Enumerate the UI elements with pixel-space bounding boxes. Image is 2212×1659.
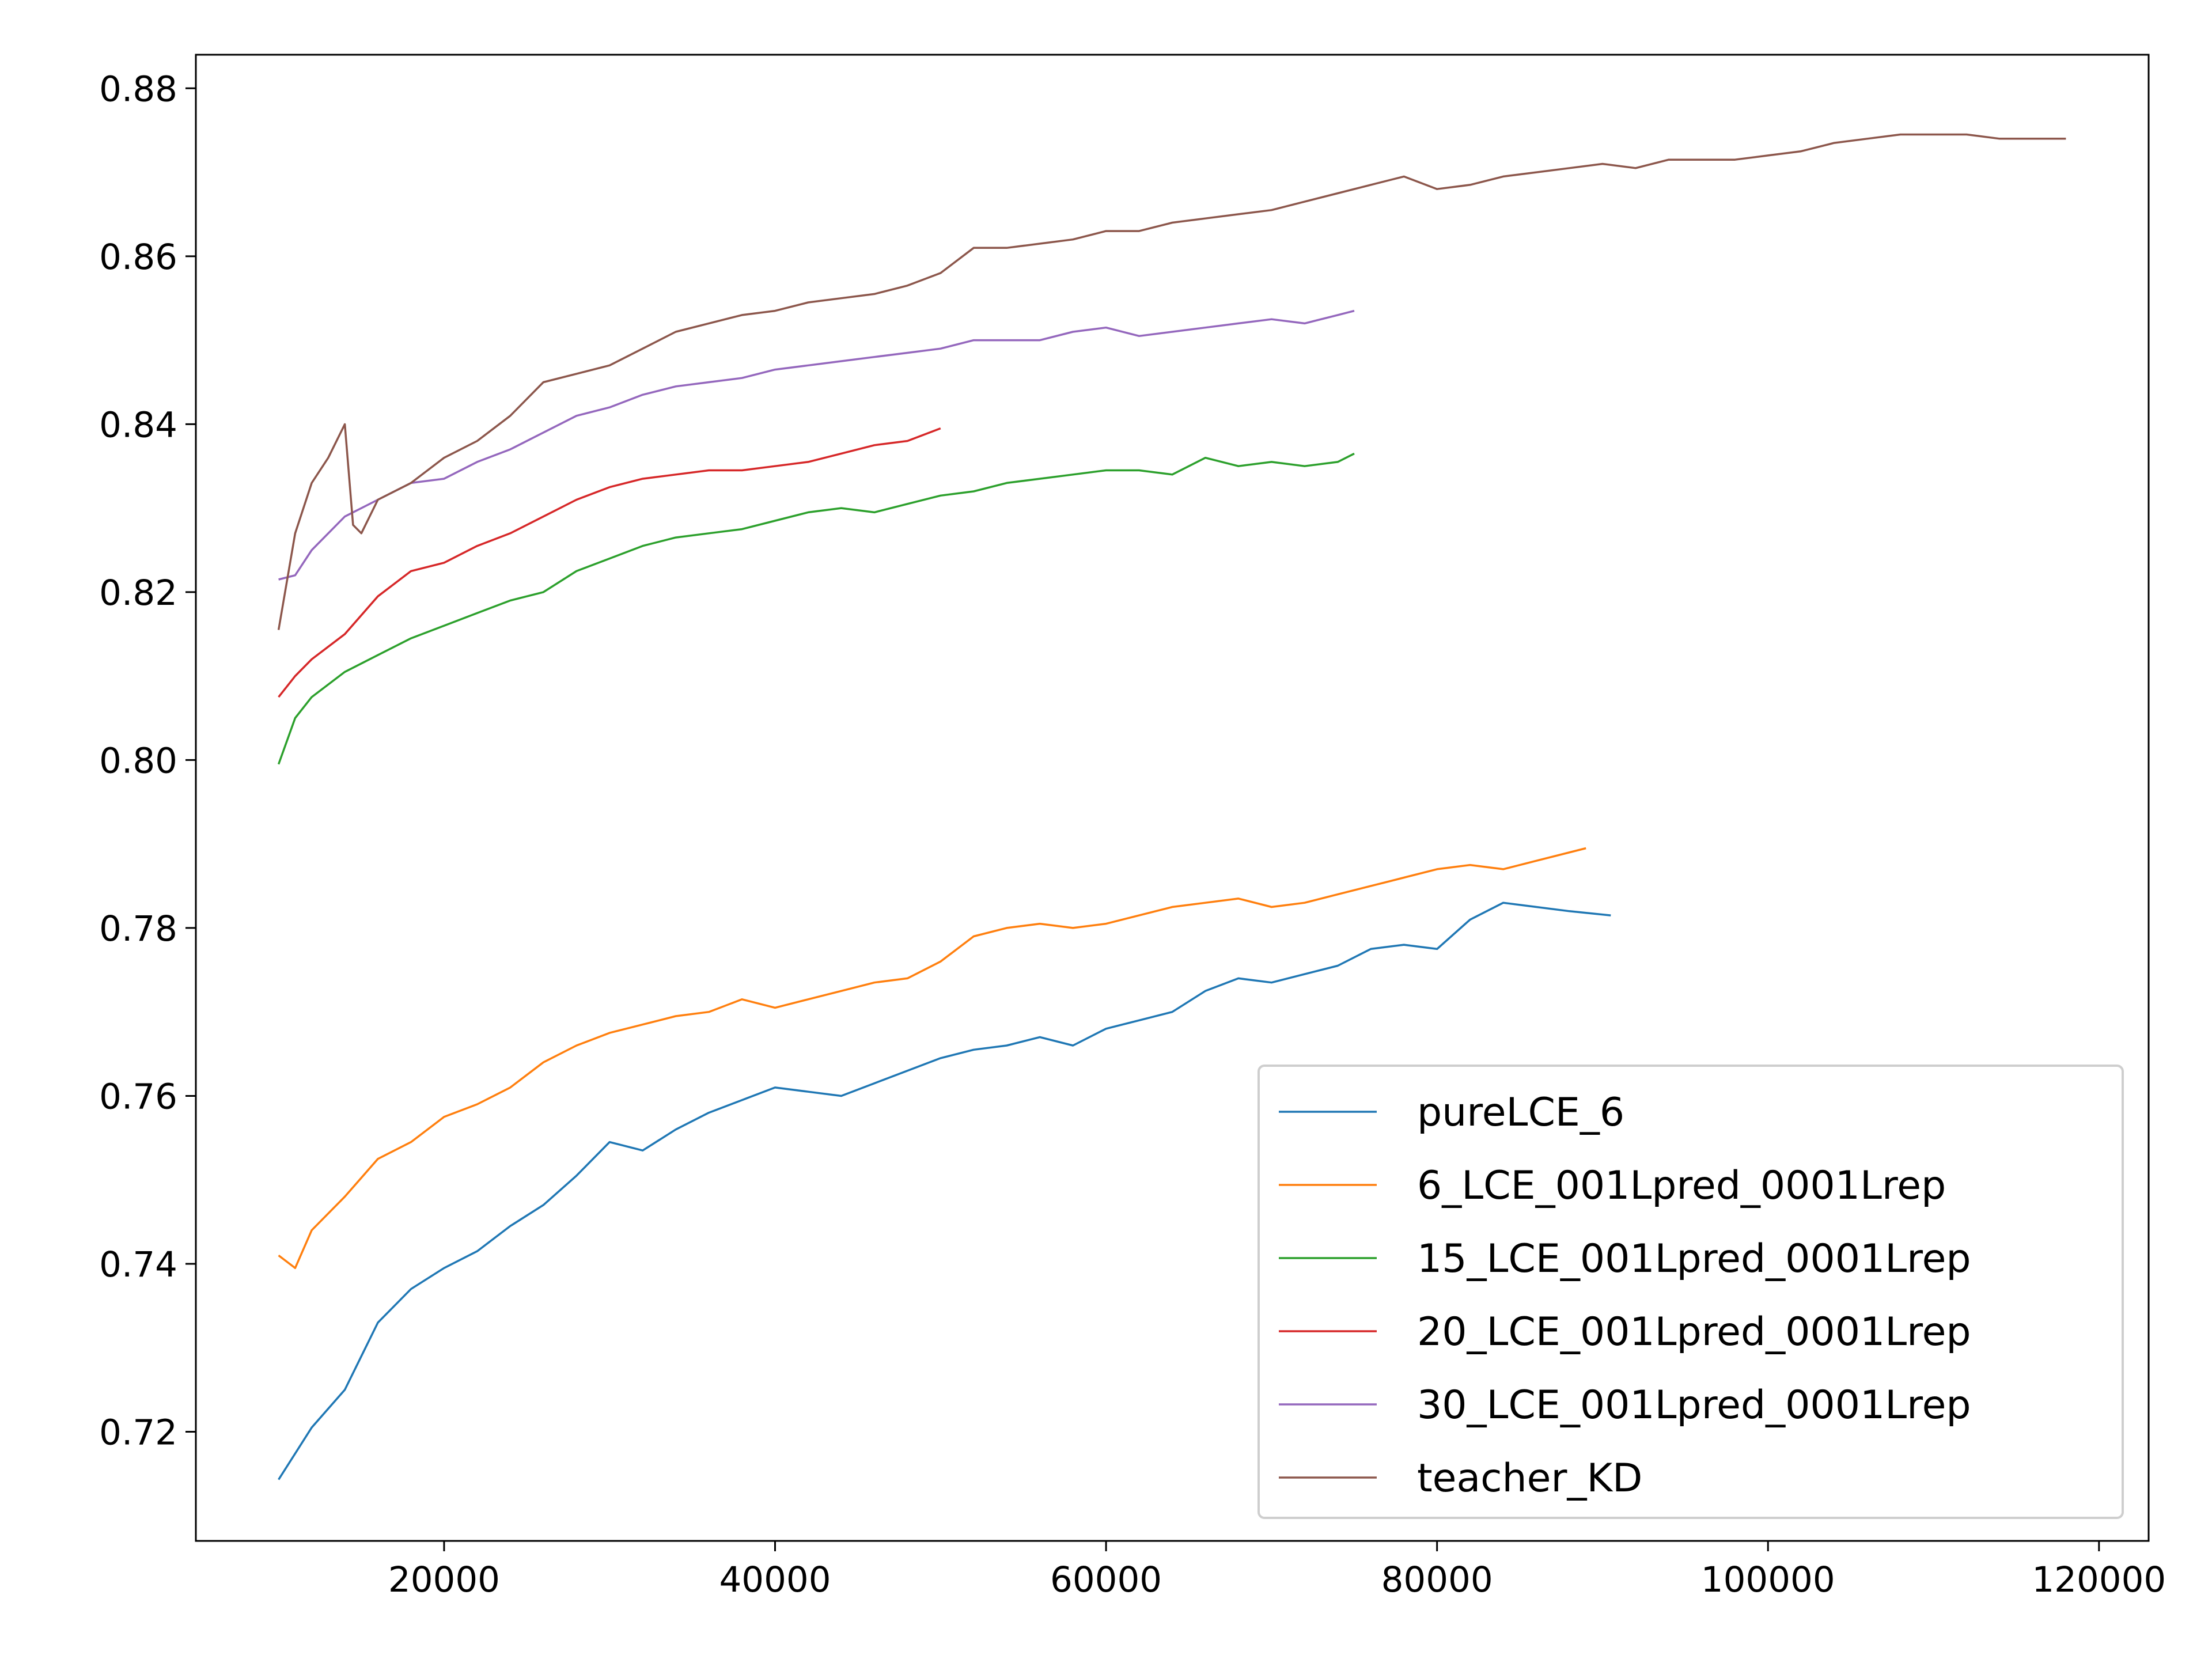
legend-label: 15_LCE_001Lpred_0001Lrep xyxy=(1417,1236,1971,1282)
series-line-20_LCE_001Lpred_0001Lrep xyxy=(278,427,941,698)
x-axis: 20000 40000 60000 80000 100000 120000 xyxy=(388,1541,2166,1600)
y-tick-label: 0.78 xyxy=(99,908,177,949)
series-line-30_LCE_001Lpred_0001Lrep xyxy=(278,309,1355,581)
legend-items: pureLCE_6 6_LCE_001Lpred_0001Lrep 15_LCE_0… xyxy=(1279,1090,1971,1501)
x-tick-label: 20000 xyxy=(388,1559,500,1600)
plot-frame xyxy=(195,54,2150,1542)
x-tick-label: 120000 xyxy=(2032,1559,2166,1600)
series-line-6_LCE_001Lpred_0001Lrep xyxy=(278,847,1586,1270)
legend-label: pureLCE_6 xyxy=(1417,1090,1624,1135)
x-tick-label: 100000 xyxy=(1701,1559,1835,1600)
y-tick-label: 0.84 xyxy=(99,404,177,445)
series-line-teacher_KD xyxy=(277,133,2066,630)
y-tick-label: 0.82 xyxy=(99,573,177,613)
series-layer xyxy=(277,133,2066,1480)
series-line-pureLCE_6 xyxy=(278,902,1611,1480)
y-tick-label: 0.88 xyxy=(99,69,177,109)
x-tick-label: 60000 xyxy=(1050,1559,1162,1600)
x-tick-label: 80000 xyxy=(1381,1559,1493,1600)
y-tick-label: 0.76 xyxy=(99,1076,177,1117)
y-tick-label: 0.74 xyxy=(99,1244,177,1285)
x-tick-label: 40000 xyxy=(719,1559,831,1600)
legend: pureLCE_6 6_LCE_001Lpred_0001Lrep 15_LCE_0… xyxy=(1257,1065,2124,1519)
legend-label: teacher_KD xyxy=(1417,1456,1642,1501)
y-tick-label: 0.80 xyxy=(99,740,177,781)
y-axis: 0.72 0.74 0.76 0.78 0.80 0.82 0.84 0.86 0.88 xyxy=(99,69,196,1453)
y-tick-label: 0.72 xyxy=(99,1412,177,1453)
legend-box xyxy=(1257,1065,2124,1519)
legend-label: 30_LCE_001Lpred_0001Lrep xyxy=(1417,1382,1971,1428)
y-tick-label: 0.86 xyxy=(99,237,177,278)
legend-label: 6_LCE_001Lpred_0001Lrep xyxy=(1417,1163,1946,1209)
legend-label: 20_LCE_001Lpred_0001Lrep xyxy=(1417,1309,1971,1355)
series-line-15_LCE_001Lpred_0001Lrep xyxy=(277,452,1355,765)
